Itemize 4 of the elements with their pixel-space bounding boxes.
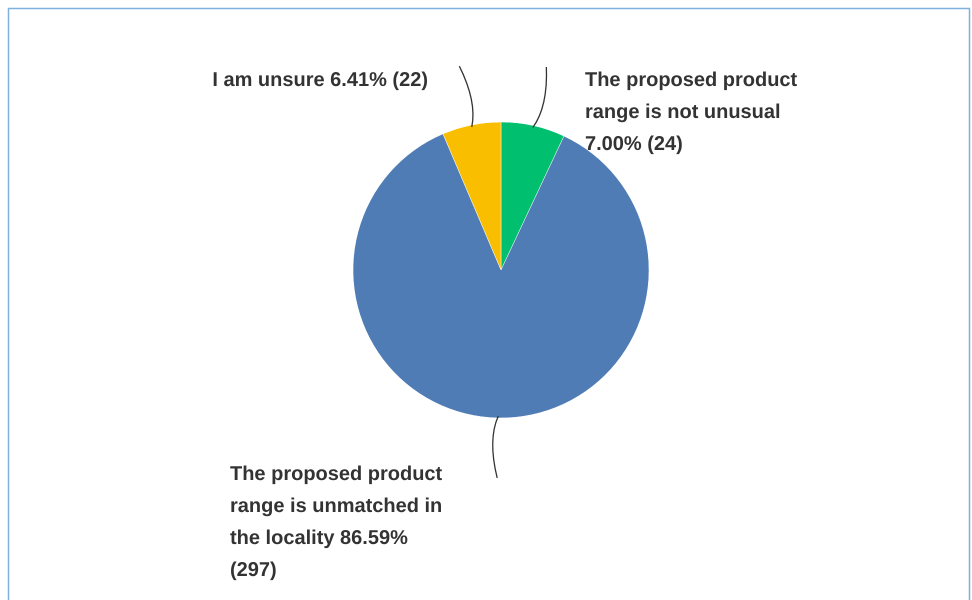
data-label: 7.00% (24) (585, 133, 683, 155)
slice-label: The proposed product range is unmatched in the locality 86.59% (297) (230, 463, 443, 581)
slice-label: I am unsure 6.41% (22) (212, 69, 428, 91)
slice-label: The proposed product range is not unusual (585, 69, 798, 123)
